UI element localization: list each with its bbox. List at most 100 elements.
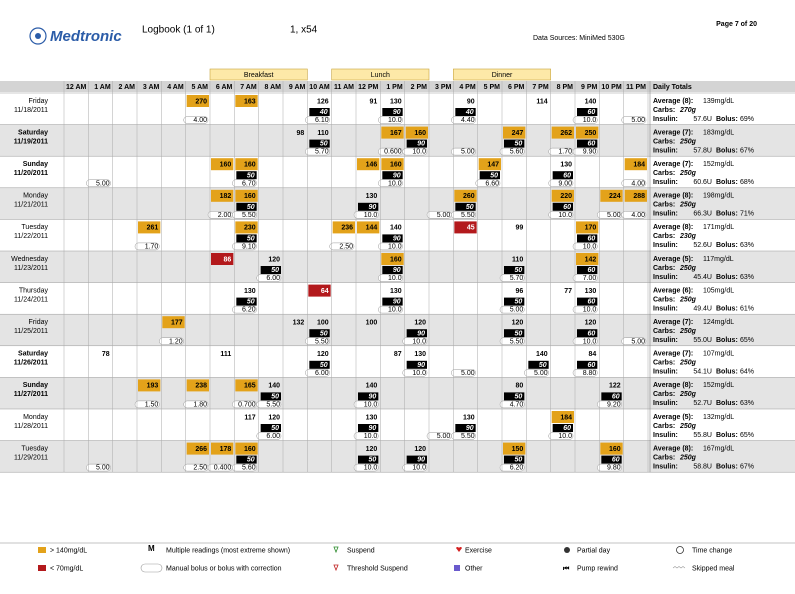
- carbs: 50: [466, 204, 474, 211]
- carbs-box: [504, 455, 525, 464]
- bg-highlight: [235, 379, 258, 392]
- day-date: 11/18/2011: [14, 107, 48, 114]
- bolus-percent: 67%: [740, 147, 754, 154]
- bolus-oval: [378, 305, 403, 314]
- bg-reading: 160: [390, 162, 402, 169]
- bolus-label: Bolus:: [716, 305, 738, 312]
- carbs: 60: [588, 236, 596, 243]
- carbs-total: 250g: [679, 170, 697, 177]
- bolus: 4.00: [631, 180, 645, 187]
- bolus: 10.0: [388, 117, 402, 124]
- day-name: Monday: [23, 193, 48, 200]
- legend-label: Suspend: [347, 547, 375, 554]
- bolus-percent: 63%: [740, 274, 754, 281]
- carbs-total: 250g: [679, 138, 697, 145]
- bg-reading: 182: [220, 193, 232, 200]
- row-shade: [0, 314, 795, 346]
- carbs-box: [406, 139, 427, 148]
- bolus-oval: [329, 242, 355, 251]
- bolus: 9.00: [558, 180, 572, 187]
- carbs-box: [309, 139, 330, 148]
- carbs: 50: [490, 172, 498, 179]
- bg-reading: 78: [102, 351, 110, 358]
- hour-label: 2 PM: [411, 84, 428, 91]
- bg-highlight: [381, 253, 404, 265]
- bolus-oval: [305, 116, 330, 124]
- bg-reading: 160: [244, 162, 256, 169]
- legend-label: Exercise: [465, 547, 492, 554]
- hour-label: 3 PM: [435, 84, 452, 91]
- bg-reading: 99: [516, 225, 524, 232]
- insulin-label: Insulin:: [653, 400, 678, 407]
- bolus: 5.50: [510, 338, 524, 345]
- carbs-box: [577, 297, 598, 306]
- bolus: 10.0: [412, 149, 426, 156]
- bg-reading: 84: [589, 351, 597, 358]
- bg-reading: 140: [366, 383, 378, 390]
- carbs-box: [479, 171, 500, 180]
- average-label: Average (7):: [653, 351, 693, 358]
- bolus-oval: [548, 211, 574, 219]
- bg-highlight: [381, 158, 404, 171]
- hour-label: 3 AM: [143, 84, 160, 91]
- bolus-oval: [621, 337, 647, 345]
- average-value: 183mg/dL: [703, 129, 734, 136]
- bolus-oval: [572, 305, 598, 314]
- carbs-box: [577, 108, 598, 116]
- bolus: 6.00: [315, 370, 329, 377]
- day-name: Sunday: [23, 161, 48, 168]
- bolus: 10.0: [388, 244, 402, 251]
- bolus: 5.50: [242, 212, 256, 219]
- bg-reading: 120: [268, 256, 280, 263]
- carbs-label: Carbs:: [653, 107, 675, 114]
- average-label: Average (8):: [653, 98, 693, 105]
- bolus-oval: [402, 369, 428, 377]
- bolus: 10.0: [364, 402, 378, 409]
- bolus-oval: [353, 211, 379, 219]
- bolus-oval: [572, 274, 598, 282]
- bg-reading: 91: [370, 98, 378, 105]
- bolus: 1.50: [145, 402, 159, 409]
- carbs-box: [358, 455, 379, 464]
- insulin-total: 52.6U: [693, 242, 712, 249]
- carbs: 50: [539, 362, 547, 369]
- insulin-total: 49.4U: [693, 305, 712, 312]
- bolus: 10.0: [364, 212, 378, 219]
- bolus-label: Bolus:: [716, 432, 738, 439]
- insulin-label: Insulin:: [653, 147, 678, 154]
- carbs: 40: [465, 109, 474, 116]
- average-label: Average (7):: [653, 129, 693, 136]
- hour-label: 6 PM: [508, 84, 525, 91]
- carbs-label: Carbs:: [653, 265, 675, 272]
- day-name: Thursday: [19, 287, 49, 294]
- hour-label: 2 AM: [119, 84, 136, 91]
- day-date: 11/23/2011: [14, 265, 48, 272]
- carbs: 60: [588, 299, 596, 306]
- bolus: 5.00: [534, 370, 548, 377]
- bolus: 5.70: [315, 149, 329, 156]
- bg-reading: 140: [268, 383, 280, 390]
- bolus: 5.00: [607, 212, 621, 219]
- bg-highlight: [600, 442, 623, 455]
- bolus: 7.00: [583, 275, 597, 282]
- insulin-total: 57.6U: [693, 116, 712, 123]
- bolus-percent: 68%: [740, 179, 754, 186]
- carbs: 90: [417, 457, 425, 464]
- carbs-box: [236, 455, 257, 464]
- carbs: 50: [271, 425, 279, 432]
- carbs-box: [260, 392, 281, 401]
- bg-reading: 224: [609, 193, 621, 200]
- carbs-box: [382, 171, 403, 180]
- average-value: 167mg/dL: [703, 445, 734, 452]
- bg-reading: 98: [297, 130, 305, 137]
- bg-highlight: [235, 442, 258, 455]
- carbs: 50: [320, 330, 328, 337]
- day-name: Saturday: [18, 129, 48, 136]
- bolus: 10.0: [412, 370, 426, 377]
- bolus-label: Bolus:: [716, 211, 738, 218]
- day-date: 11/21/2011: [14, 202, 48, 209]
- bolus-oval: [256, 432, 282, 440]
- bg-highlight: [235, 158, 258, 171]
- insulin-total: 52.7U: [693, 400, 712, 407]
- bg-reading: 130: [244, 288, 256, 295]
